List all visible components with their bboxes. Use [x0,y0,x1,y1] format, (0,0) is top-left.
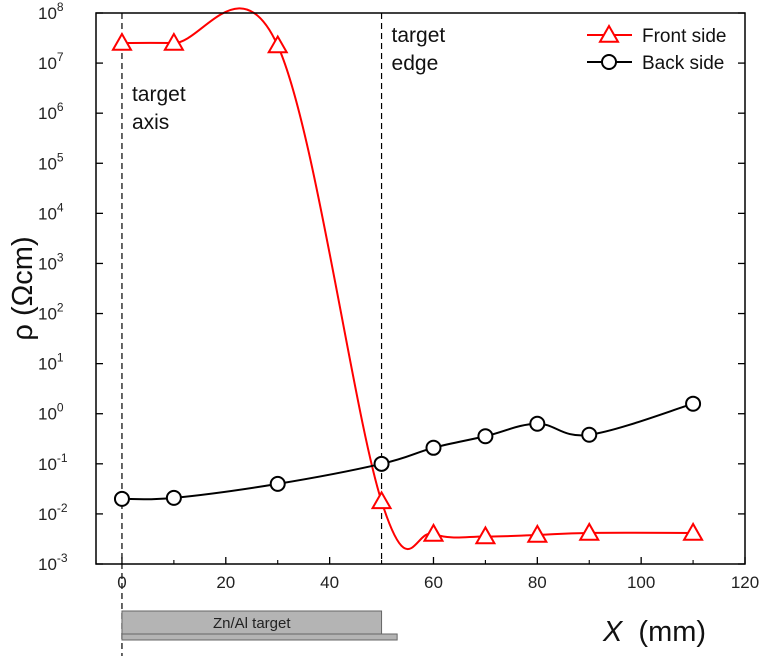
legend-label: Back side [642,53,724,74]
front-side-point [111,32,133,51]
y-tick-base: 10 [38,254,57,273]
reference-lines [121,13,383,656]
x-tick-label: 0 [117,573,126,592]
x-axis: 0 20 40 60 80 100 120 [95,557,759,592]
y-tick-exponent: 6 [57,100,64,114]
front-side-point [474,525,497,545]
y-tick-base: 10 [38,555,57,574]
series-layer [111,7,704,551]
y-tick-label: 102 [38,301,64,324]
target-bar [121,610,383,635]
legend-marker [598,23,620,43]
back-side-point [477,428,494,445]
y-tick-exponent: -3 [57,551,68,565]
y-tick-base: 10 [38,154,57,173]
y-tick-exponent: 4 [57,200,64,214]
y-tick-label: 106 [38,100,64,123]
y-tick-label: 100 [38,401,64,424]
target-base-plate [121,633,398,641]
front-side-point [526,523,549,543]
front-side-point [163,32,185,51]
front-side-point [266,34,289,54]
y-tick-label: 108 [38,0,64,23]
y-tick-base: 10 [38,104,57,123]
x-tick-label: 40 [320,573,339,592]
annotation-text: target [132,83,186,106]
y-tick-exponent: 0 [57,401,64,415]
y-tick-label: 107 [38,50,64,73]
y-tick-exponent: 1 [57,351,64,365]
y-tick-exponent: 3 [57,250,64,264]
front-side-point [682,521,704,541]
x-axis-title: X (mm) [602,616,706,648]
annotation-text: axis [132,111,169,134]
x-tick-label: 100 [627,573,655,592]
target-label: Zn/Al target [213,615,291,632]
x-tick-label: 80 [528,573,547,592]
legend-label: Front side [642,26,726,47]
y-tick-base: 10 [38,54,57,73]
back-side-point [685,395,702,412]
legend-marker [601,54,617,70]
y-tick-label: 10-1 [38,451,68,474]
back-side-point [113,490,130,507]
back-side-point [373,455,390,472]
x-tick-label: 60 [424,573,443,592]
plot-frame [95,12,746,565]
target-graphic: Zn/Al target [121,610,398,641]
y-tick-exponent: 7 [57,50,64,64]
y-tick-base: 10 [38,305,57,324]
x-tick-label: 20 [216,573,235,592]
front-side-point [370,490,393,510]
y-tick-exponent: 2 [57,301,64,315]
y-axis-title: ρ (Ωcm) [7,236,39,340]
x-tick-label: 120 [731,573,759,592]
series-line-circle [121,402,694,501]
y-tick-exponent: 5 [57,150,64,164]
y-tick-base: 10 [38,204,57,223]
legend: Front side Back side [587,23,726,74]
back-side-point [425,439,442,456]
y-tick-label: 10-2 [38,501,68,524]
back-side-point [269,475,286,492]
y-tick-label: 103 [38,250,64,273]
annotations: target axis target edge [132,24,445,134]
x-axis-symbol: X [602,616,624,648]
back-side-point [165,489,182,506]
y-tick-label: 104 [38,200,64,223]
y-tick-exponent: -2 [57,501,68,515]
annotation-text: edge [392,52,439,75]
annotation-text: target [392,24,446,47]
y-tick-exponent: -1 [57,451,68,465]
y-tick-base: 10 [38,455,57,474]
y-tick-label: 105 [38,150,64,173]
y-tick-label: 10-3 [38,551,68,574]
y-tick-base: 10 [38,505,57,524]
x-axis-unit: (mm) [638,616,706,648]
y-tick-base: 10 [38,405,57,424]
front-side-point [422,522,445,542]
y-tick-exponent: 8 [57,0,64,14]
y-tick-label: 101 [38,351,64,374]
back-side-point [581,426,598,443]
front-side-point [578,521,600,541]
y-tick-base: 10 [38,4,57,23]
back-side-point [529,415,546,432]
y-tick-base: 10 [38,355,57,374]
series-line-triangle [121,7,694,551]
